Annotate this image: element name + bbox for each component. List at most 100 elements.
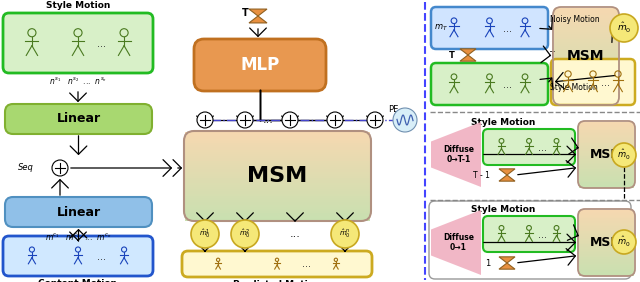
Text: $\hat{m}_0^2$: $\hat{m}_0^2$ <box>239 227 251 241</box>
Circle shape <box>610 14 638 42</box>
Bar <box>185 138 370 141</box>
Bar <box>579 133 634 135</box>
Text: $\hat{m}_0$: $\hat{m}_0$ <box>617 235 631 249</box>
Bar <box>579 231 634 233</box>
Circle shape <box>237 112 253 128</box>
Bar <box>185 163 370 166</box>
Text: MSM: MSM <box>567 49 605 63</box>
Circle shape <box>612 143 636 167</box>
Polygon shape <box>460 49 476 55</box>
Bar <box>554 70 618 73</box>
Polygon shape <box>499 175 515 181</box>
Bar <box>554 27 618 30</box>
Text: Style Motion: Style Motion <box>471 118 535 127</box>
Bar <box>554 99 618 102</box>
Bar <box>579 220 634 222</box>
Bar <box>579 174 634 176</box>
Bar <box>554 39 618 42</box>
Bar <box>579 262 634 264</box>
Text: Style Motion: Style Motion <box>46 1 110 10</box>
Bar <box>579 127 634 129</box>
Text: PE: PE <box>388 105 398 114</box>
FancyBboxPatch shape <box>194 39 326 91</box>
Bar <box>185 196 370 199</box>
Bar <box>579 268 634 271</box>
Bar <box>579 169 634 171</box>
Bar <box>579 172 634 175</box>
Bar <box>185 194 370 196</box>
Bar <box>579 142 634 144</box>
Bar <box>185 167 370 170</box>
Circle shape <box>52 160 68 176</box>
Bar <box>554 73 618 76</box>
Bar <box>185 178 370 181</box>
Bar <box>185 174 370 177</box>
Bar <box>185 176 370 179</box>
Bar <box>185 145 370 148</box>
Circle shape <box>191 220 219 248</box>
Bar <box>185 216 370 218</box>
Bar <box>185 154 370 157</box>
Bar <box>554 80 618 83</box>
Polygon shape <box>499 263 515 269</box>
Bar <box>579 135 634 137</box>
FancyBboxPatch shape <box>483 129 575 165</box>
Bar <box>579 244 634 246</box>
Polygon shape <box>460 55 476 61</box>
Text: Linear: Linear <box>56 206 100 219</box>
Bar <box>579 264 634 266</box>
Bar <box>554 61 618 64</box>
Bar <box>579 239 634 241</box>
Bar <box>579 225 634 227</box>
Bar <box>554 44 618 47</box>
Bar <box>579 213 634 215</box>
FancyBboxPatch shape <box>483 216 575 252</box>
Bar <box>579 125 634 127</box>
Text: ...: ... <box>262 115 273 125</box>
Bar <box>579 136 634 139</box>
Bar <box>185 141 370 144</box>
Bar <box>554 13 618 16</box>
Bar <box>579 182 634 184</box>
Bar <box>579 243 634 244</box>
Bar <box>579 210 634 212</box>
Text: $n^{s_1}$   $n^{s_2}$  ...  $n^{s_n}$: $n^{s_1}$ $n^{s_2}$ ... $n^{s_n}$ <box>49 76 107 87</box>
Bar <box>579 257 634 259</box>
Bar <box>185 213 370 216</box>
Bar <box>185 165 370 168</box>
Bar <box>579 230 634 232</box>
Bar <box>579 247 634 250</box>
Bar <box>579 270 634 272</box>
Bar <box>579 177 634 179</box>
Bar <box>185 149 370 152</box>
Bar <box>579 161 634 163</box>
Bar <box>579 234 634 237</box>
Bar <box>579 233 634 235</box>
Text: T: T <box>550 50 555 60</box>
Circle shape <box>231 220 259 248</box>
Bar <box>579 156 634 158</box>
Bar <box>554 66 618 69</box>
Bar <box>579 130 634 132</box>
Text: MSM: MSM <box>589 148 623 161</box>
Bar <box>579 179 634 181</box>
Text: 1: 1 <box>484 259 490 268</box>
Bar <box>579 251 634 253</box>
Bar <box>579 153 634 155</box>
Bar <box>579 259 634 261</box>
Bar <box>579 122 634 124</box>
Text: ...: ... <box>97 39 106 49</box>
FancyBboxPatch shape <box>182 251 372 277</box>
Polygon shape <box>499 257 515 263</box>
Bar <box>579 140 634 142</box>
Bar <box>185 180 370 183</box>
Bar <box>579 226 634 228</box>
Bar <box>579 223 634 225</box>
Bar <box>554 58 618 61</box>
Bar <box>185 134 370 137</box>
Bar <box>554 42 618 45</box>
Polygon shape <box>249 9 267 16</box>
Bar <box>185 198 370 201</box>
Bar <box>554 56 618 59</box>
Bar <box>554 102 618 105</box>
